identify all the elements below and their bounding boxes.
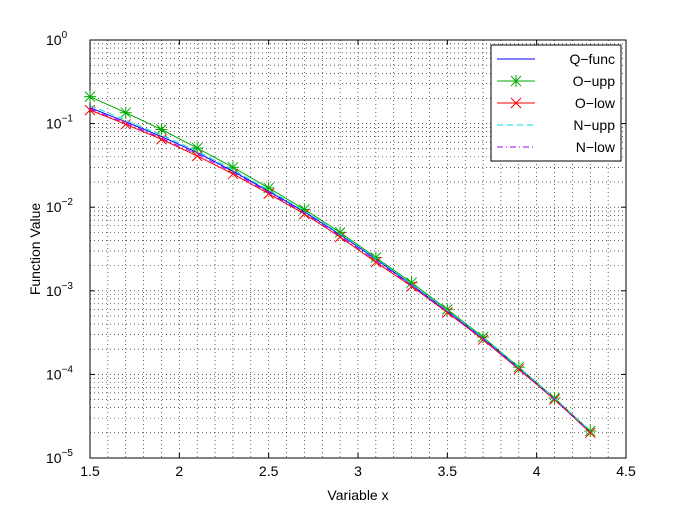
legend-label: Q−func xyxy=(569,51,615,67)
y-tick-label: 10−2 xyxy=(46,197,73,215)
marker xyxy=(263,188,275,200)
x-tick-label: 4 xyxy=(533,463,541,479)
y-tick-label: 10−4 xyxy=(46,364,73,382)
y-tick-base: 10 xyxy=(46,116,62,132)
legend-label: N−upp xyxy=(573,117,615,133)
marker-stroke xyxy=(299,208,310,220)
y-tick-exponent: −5 xyxy=(62,448,74,459)
x-tick-label: 1.5 xyxy=(80,463,100,479)
marker-stroke xyxy=(584,427,596,439)
legend-label: N−low xyxy=(576,139,616,155)
y-tick-label: 10−1 xyxy=(46,114,73,132)
y-tick-label: 10−5 xyxy=(46,448,73,466)
y-tick-base: 10 xyxy=(46,366,62,382)
y-tick-label: 100 xyxy=(46,30,68,48)
marker xyxy=(155,123,168,136)
x-tick-label: 3.5 xyxy=(438,463,458,479)
x-tick-label: 2.5 xyxy=(259,463,279,479)
x-axis-label: Variable x xyxy=(327,487,388,503)
x-tick-label: 2 xyxy=(175,463,183,479)
marker xyxy=(370,256,382,268)
y-tick-base: 10 xyxy=(46,450,62,466)
marker-stroke xyxy=(227,168,239,180)
marker xyxy=(477,334,489,346)
y-tick-label: 10−3 xyxy=(46,281,73,299)
marker-stroke xyxy=(334,231,346,243)
marker-stroke xyxy=(441,307,453,318)
marker xyxy=(156,133,167,145)
y-tick-exponent: −1 xyxy=(62,114,74,125)
marker-stroke xyxy=(513,363,525,375)
marker-stroke xyxy=(406,281,417,292)
marker xyxy=(510,75,522,87)
y-axis-label: Function Value xyxy=(27,203,43,296)
y-tick-base: 10 xyxy=(46,32,62,48)
marker xyxy=(119,106,132,119)
series-line xyxy=(89,104,591,432)
marker-stroke xyxy=(477,334,489,346)
y-tick-base: 10 xyxy=(46,199,62,215)
y-tick-exponent: −4 xyxy=(62,364,74,375)
x-tick-label: 3 xyxy=(354,463,362,479)
marker-stroke xyxy=(156,133,167,145)
legend-label: O−low xyxy=(575,95,616,111)
x-tick-label: 4.5 xyxy=(616,463,636,479)
y-tick-exponent: 0 xyxy=(62,30,68,41)
legend-label: O−upp xyxy=(573,73,616,89)
plot-frame xyxy=(89,39,627,459)
marker xyxy=(406,281,417,292)
marker xyxy=(84,90,96,103)
marker xyxy=(584,427,596,439)
marker xyxy=(191,142,204,155)
y-tick-exponent: −3 xyxy=(62,281,74,292)
y-tick-exponent: −2 xyxy=(62,197,74,208)
marker-stroke xyxy=(263,188,275,200)
marker-stroke xyxy=(370,256,382,268)
marker xyxy=(510,97,522,109)
marker xyxy=(441,303,454,316)
marker-stroke xyxy=(510,97,522,109)
y-tick-base: 10 xyxy=(46,283,62,299)
